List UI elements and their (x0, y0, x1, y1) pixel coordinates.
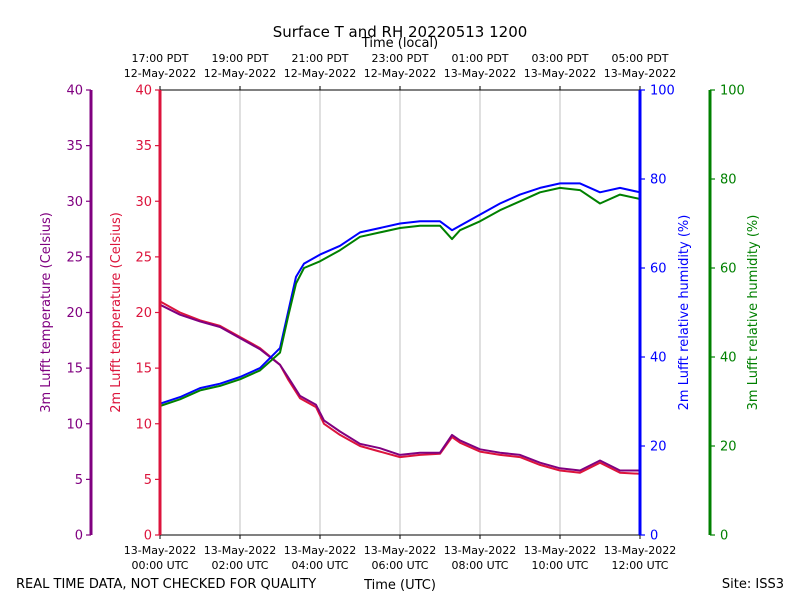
top-tick-time: 23:00 PDT (371, 52, 428, 65)
axis-tick-label-rh3m: 100 (720, 84, 745, 99)
top-tick-time: 19:00 PDT (211, 52, 268, 65)
axis-tick-label-rh3m: 20 (720, 440, 737, 455)
top-axis-label: Time (local) (361, 36, 438, 51)
bottom-tick-time: 12:00 UTC (611, 559, 668, 572)
axis-tick-label-rh2m: 40 (650, 351, 667, 366)
axis-tick-label-temp2m: 0 (144, 529, 152, 544)
top-tick-date: 13-May-2022 (444, 67, 516, 80)
top-tick-date: 12-May-2022 (204, 67, 276, 80)
bottom-tick-time: 06:00 UTC (371, 559, 428, 572)
axis-tick-label-rh2m: 80 (650, 173, 667, 188)
axis-tick-label-temp2m: 5 (144, 473, 152, 488)
top-tick-date: 12-May-2022 (284, 67, 356, 80)
site-label: Site: ISS3 (722, 577, 784, 592)
series-group (159, 182, 641, 475)
series-line-rh3m (159, 186, 641, 407)
top-tick-time: 03:00 PDT (531, 52, 588, 65)
bottom-tick-date: 13-May-2022 (524, 544, 596, 557)
axis-tick-label-rh2m: 100 (650, 84, 675, 99)
bottom-tick-date: 13-May-2022 (364, 544, 436, 557)
quality-disclaimer: REAL TIME DATA, NOT CHECKED FOR QUALITY (16, 577, 316, 592)
axis-tick-label-rh2m: 20 (650, 440, 667, 455)
axis-tick-label-temp2m: 30 (135, 195, 152, 210)
bottom-tick-date: 13-May-2022 (444, 544, 516, 557)
axis-label-temp2m: 2m Lufft temperature (Celsius) (109, 212, 124, 413)
bottom-tick-time: 00:00 UTC (131, 559, 188, 572)
x-axis-label: Time (UTC) (363, 578, 436, 593)
axis-label-rh2m: 2m Lufft relative humidity (%) (677, 215, 692, 411)
axis-tick-label-temp2m: 20 (135, 306, 152, 321)
axis-tick-label-rh2m: 0 (650, 529, 658, 544)
axis-tick-label-temp3m: 35 (66, 139, 83, 154)
axis-tick-label-temp3m: 25 (66, 250, 83, 265)
axis-tick-label-temp2m: 35 (135, 139, 152, 154)
gridlines (239, 90, 561, 535)
axis-tick-label-temp3m: 40 (66, 84, 83, 99)
axis-label-rh3m: 3m Lufft relative humidity (%) (746, 215, 761, 411)
axis-tick-label-rh3m: 40 (720, 351, 737, 366)
axis-tick-label-temp2m: 40 (135, 84, 152, 99)
axis-tick-label-temp3m: 10 (66, 417, 83, 432)
bottom-tick-date: 13-May-2022 (284, 544, 356, 557)
bottom-tick-time: 02:00 UTC (211, 559, 268, 572)
top-tick-time: 05:00 PDT (611, 52, 668, 65)
axis-tick-label-temp3m: 20 (66, 306, 83, 321)
axis-tick-label-temp2m: 25 (135, 250, 152, 265)
bottom-tick-time: 08:00 UTC (451, 559, 508, 572)
axis-tick-label-temp3m: 5 (75, 473, 83, 488)
bottom-tick-date: 13-May-2022 (204, 544, 276, 557)
axis-tick-label-temp3m: 30 (66, 195, 83, 210)
axis-tick-label-rh3m: 60 (720, 262, 737, 277)
top-tick-date: 12-May-2022 (124, 67, 196, 80)
top-tick-date: 12-May-2022 (364, 67, 436, 80)
bottom-tick-time: 04:00 UTC (291, 559, 348, 572)
axis-tick-label-temp2m: 10 (135, 417, 152, 432)
axis-tick-label-rh2m: 60 (650, 262, 667, 277)
series-line-temp3m (159, 303, 640, 472)
axis-tick-label-rh3m: 80 (720, 173, 737, 188)
bottom-tick-time: 10:00 UTC (531, 559, 588, 572)
axes-group: 13-May-2022 00:00 UTC 13-May-2022 02:00 UTC… (39, 52, 761, 572)
axis-label-temp3m: 3m Lufft temperature (Celsius) (39, 212, 54, 413)
bottom-tick-date: 13-May-2022 (124, 544, 196, 557)
axis-tick-label-rh3m: 0 (720, 529, 728, 544)
top-tick-time: 21:00 PDT (291, 52, 348, 65)
top-tick-time: 17:00 PDT (131, 52, 188, 65)
top-tick-date: 13-May-2022 (604, 67, 676, 80)
top-tick-date: 13-May-2022 (524, 67, 596, 80)
axis-tick-label-temp2m: 15 (135, 362, 152, 377)
top-tick-time: 01:00 PDT (451, 52, 508, 65)
series-line-rh2m (159, 182, 641, 405)
axis-tick-label-temp3m: 0 (75, 529, 83, 544)
bottom-tick-date: 13-May-2022 (604, 544, 676, 557)
axis-tick-label-temp3m: 15 (66, 362, 83, 377)
chart-title: Surface T and RH 20220513 1200 (273, 23, 528, 41)
